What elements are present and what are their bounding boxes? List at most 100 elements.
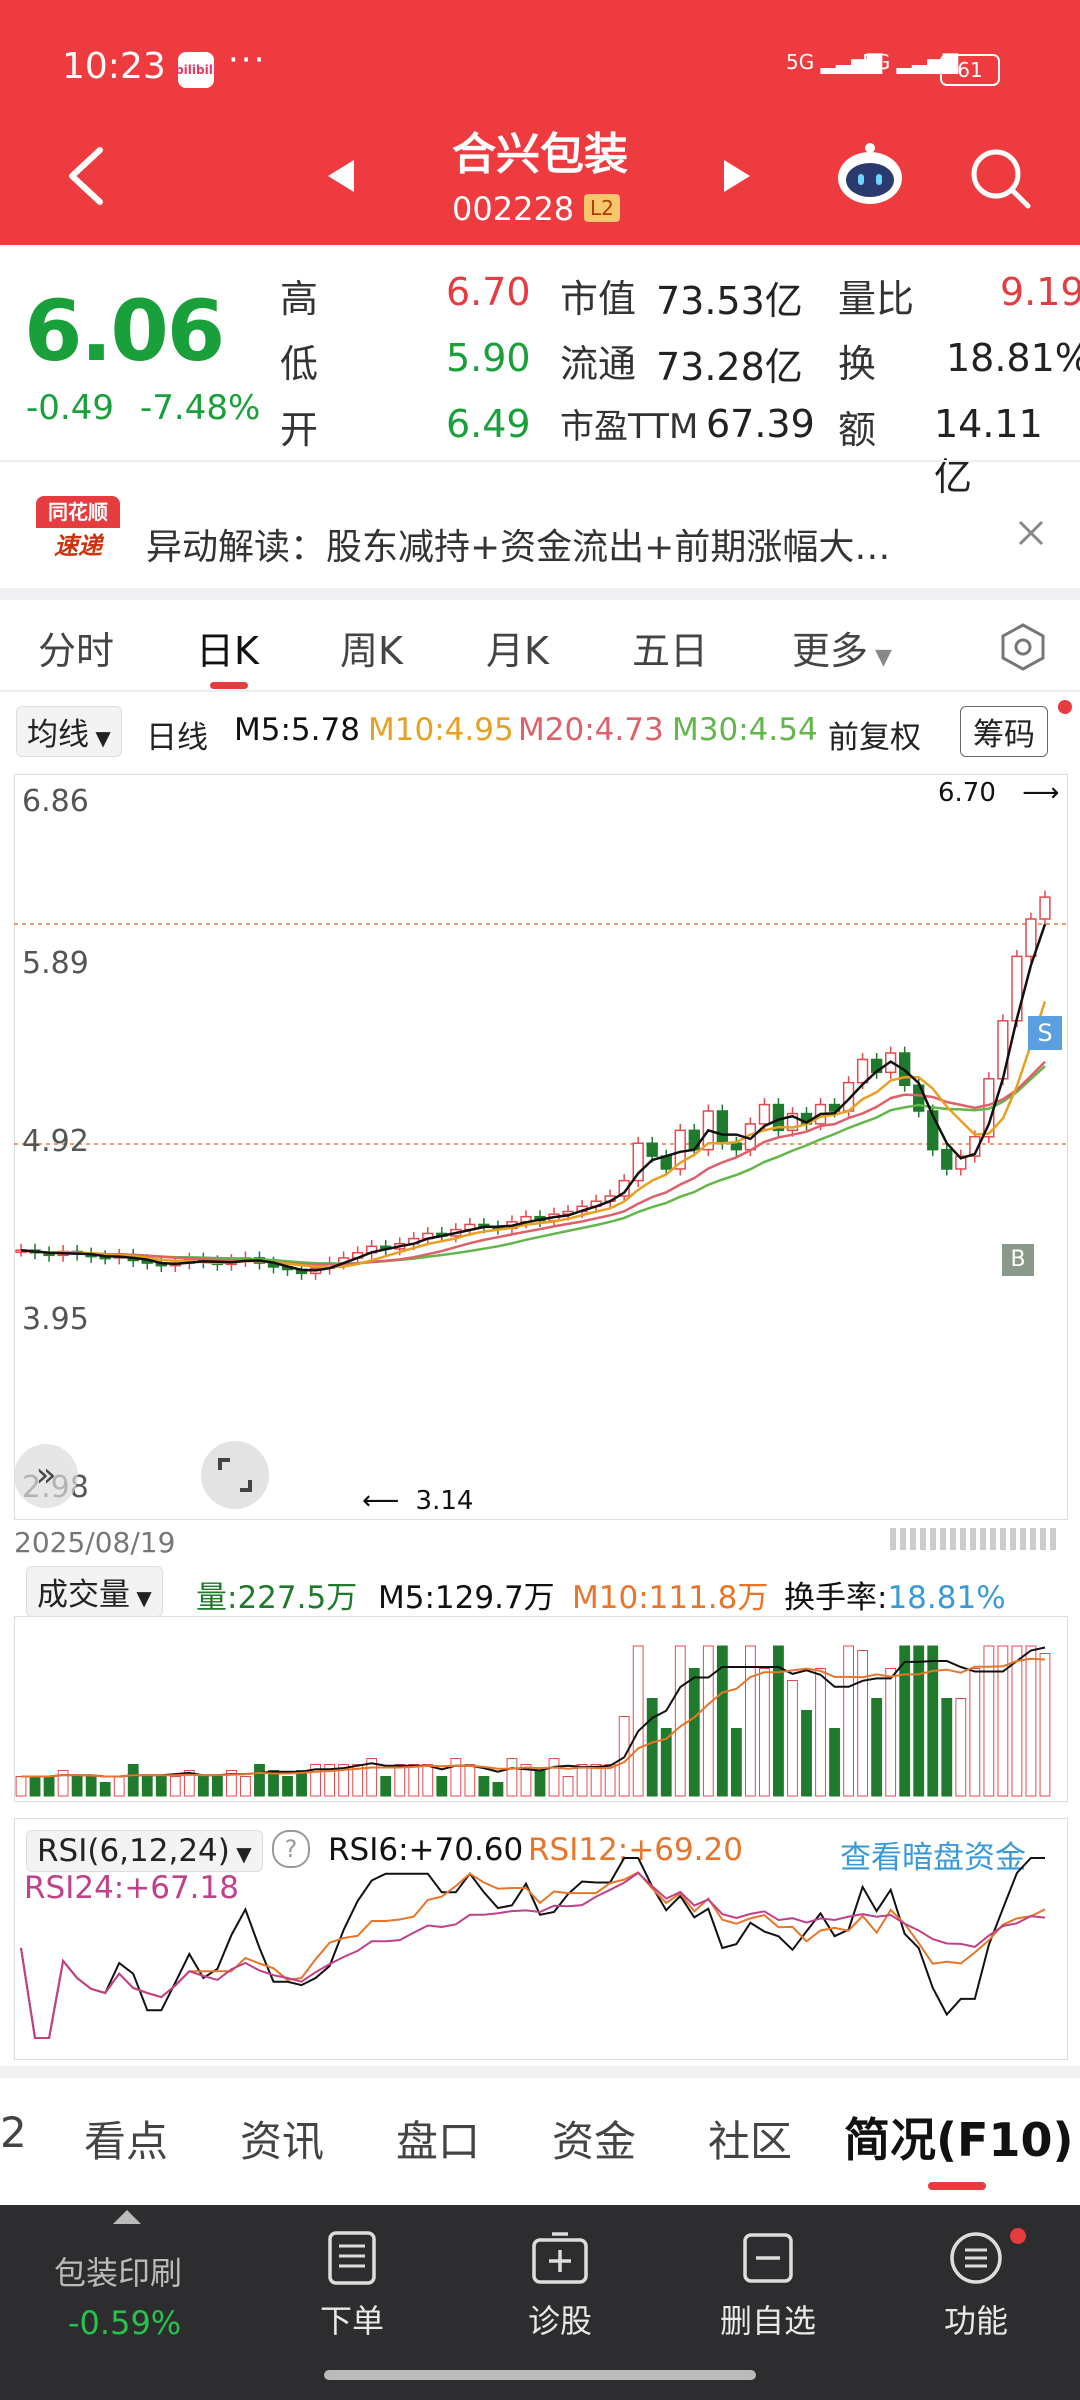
- top-header: 10:23 bilibili ··· 5G ▂▃▅▇ 5G ▂▃▅▇ 61 合兴…: [0, 0, 1080, 245]
- tab-weekly-k[interactable]: 周K: [340, 629, 403, 673]
- tab-community[interactable]: 社区: [708, 2117, 793, 2166]
- tab-news[interactable]: 资讯: [240, 2117, 325, 2166]
- nav-order[interactable]: 下单: [292, 2230, 412, 2342]
- adjust-mode[interactable]: 前复权: [828, 720, 921, 756]
- l2-badge: L2: [584, 194, 620, 222]
- menu-icon: [950, 2232, 1002, 2284]
- kline-chart[interactable]: [14, 774, 1068, 1520]
- volume-bar: [702, 1645, 714, 1797]
- volume-value: 量:227.5万: [196, 1580, 358, 1616]
- time-scrollbar[interactable]: [890, 1528, 1060, 1550]
- ma20-value: M20:4.73: [518, 712, 664, 748]
- home-indicator[interactable]: [324, 2370, 756, 2380]
- turnover-rate-value: 18.81%: [887, 1580, 1006, 1616]
- tab-orderbook[interactable]: 盘口: [396, 2117, 481, 2166]
- volume-bar: [576, 1764, 588, 1797]
- news-text[interactable]: 异动解读：股东减持+资金流出+前期涨幅大…: [146, 527, 891, 568]
- volume-bar: [913, 1645, 925, 1797]
- status-more-dots: ···: [228, 40, 267, 80]
- tab-funds[interactable]: 资金: [552, 2117, 637, 2166]
- volume-bar: [1011, 1645, 1023, 1797]
- high-marker-value: 6.70: [938, 778, 996, 808]
- volume-select[interactable]: 成交量 ▼: [26, 1566, 163, 1617]
- candle: [716, 1110, 729, 1144]
- back-icon[interactable]: [64, 144, 108, 208]
- mcap-value: 73.53亿: [656, 279, 803, 323]
- chips-button[interactable]: 筹码: [960, 706, 1048, 757]
- tab-partial[interactable]: 2: [0, 2108, 27, 2157]
- volume-bar: [492, 1782, 504, 1797]
- tab-intraday[interactable]: 分时: [38, 629, 115, 673]
- robot-assistant-icon[interactable]: [834, 138, 906, 210]
- volume-bar: [829, 1728, 840, 1797]
- volume-bar: [141, 1776, 153, 1797]
- volume-bar: [99, 1782, 111, 1797]
- chevron-up-icon[interactable]: [113, 2210, 141, 2224]
- search-icon[interactable]: [968, 146, 1034, 212]
- volume-bar: [183, 1770, 195, 1797]
- sector-name[interactable]: 包装印刷: [54, 2254, 183, 2292]
- expand-left-icon[interactable]: »: [14, 1444, 78, 1508]
- bilibili-app-icon: bilibili: [175, 52, 217, 88]
- battery-icon: 61: [940, 54, 1000, 86]
- buy-marker-icon[interactable]: B: [1002, 1244, 1034, 1276]
- nav-functions[interactable]: 功能: [916, 2230, 1036, 2342]
- tab-profile-f10[interactable]: 简况(F10): [844, 2113, 1074, 2167]
- nav-diagnose[interactable]: 诊股: [500, 2230, 620, 2342]
- tab-monthly-k[interactable]: 月K: [486, 629, 549, 673]
- rsi-select[interactable]: RSI(6,12,24) ▼: [26, 1830, 263, 1872]
- volume-bar: [422, 1764, 434, 1797]
- ma5-value: M5:5.78: [234, 712, 360, 748]
- ma-select-label: 均线: [27, 717, 89, 753]
- close-icon[interactable]: [1016, 518, 1046, 548]
- candle: [941, 1148, 953, 1170]
- volume-bar: [408, 1764, 420, 1797]
- help-icon[interactable]: ?: [272, 1830, 310, 1868]
- volume-bar: [997, 1645, 1009, 1797]
- dark-pool-link[interactable]: 查看暗盘资金: [840, 1840, 1026, 1876]
- chevron-down-icon: ▼: [130, 1586, 152, 1610]
- candle: [927, 1110, 939, 1151]
- ma10-value: M10:4.95: [368, 712, 514, 748]
- tab-highlights[interactable]: 看点: [84, 2117, 169, 2166]
- volume-bar: [562, 1776, 574, 1797]
- fullscreen-icon[interactable]: [200, 1440, 270, 1510]
- sell-marker-icon[interactable]: S: [1028, 1016, 1062, 1050]
- next-stock-icon[interactable]: [722, 158, 752, 194]
- rsi-chart[interactable]: [14, 1818, 1068, 2060]
- candle: [632, 1142, 644, 1182]
- volume-bar: [380, 1776, 392, 1797]
- volume-bar: [394, 1764, 406, 1797]
- volume-bar: [773, 1645, 784, 1797]
- tab-five-day[interactable]: 五日: [632, 629, 709, 673]
- ma-select[interactable]: 均线 ▼: [16, 706, 122, 757]
- candle: [786, 1112, 799, 1132]
- chevron-down-icon: ▼: [89, 726, 111, 750]
- tab-more[interactable]: 更多 ▼: [792, 620, 892, 675]
- volume-bar: [366, 1758, 378, 1797]
- volume-bar: [197, 1776, 209, 1797]
- candle: [856, 1058, 869, 1084]
- volume-bar: [815, 1668, 826, 1797]
- logo-top: 同花顺: [36, 496, 120, 528]
- open-label: 开: [280, 408, 319, 452]
- volume-bar: [226, 1770, 237, 1797]
- tab-daily-k[interactable]: 日K: [196, 629, 259, 673]
- volume-bar: [548, 1758, 560, 1797]
- ths-news-logo: 同花顺 速递: [36, 496, 120, 564]
- volume-bar: [338, 1764, 350, 1797]
- volume-bar: [871, 1698, 883, 1797]
- nav-remove-watchlist[interactable]: 删自选: [708, 2230, 828, 2342]
- low-marker-value: 3.14: [415, 1486, 474, 1516]
- volume-bar: [57, 1770, 69, 1797]
- volume-bar: [71, 1776, 83, 1797]
- candle: [618, 1179, 630, 1197]
- kline-svg[interactable]: [14, 774, 1066, 1518]
- volume-bar: [787, 1680, 798, 1797]
- rsi-svg: [20, 1857, 1046, 2039]
- volume-chart[interactable]: [14, 1616, 1068, 1802]
- prev-stock-icon[interactable]: [326, 158, 356, 194]
- settings-hexagon-icon[interactable]: [998, 622, 1048, 672]
- notification-dot: [1058, 700, 1072, 714]
- volume-bar: [759, 1668, 770, 1797]
